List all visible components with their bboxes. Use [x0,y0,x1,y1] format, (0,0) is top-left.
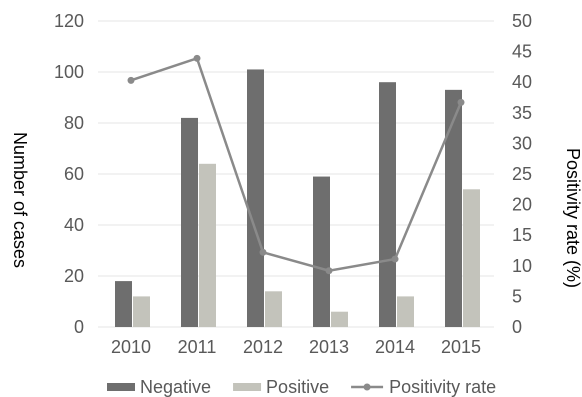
x-tick-label: 2011 [178,337,217,357]
bar-negative [313,176,330,327]
right-tick-label: 40 [512,72,532,92]
legend-line-marker [363,383,371,391]
right-axis-ticks: 0 5 10 15 20 25 30 35 40 45 50 [512,11,532,337]
left-tick-label: 20 [64,266,84,286]
right-tick-label: 45 [512,42,532,62]
gridlines [98,20,494,328]
bar-negative [115,281,132,327]
left-axis-title: Number of cases [10,132,30,268]
left-tick-label: 60 [64,164,84,184]
bar-negative [247,69,264,327]
positivity-rate-point [259,248,267,256]
right-tick-label: 35 [512,103,532,123]
right-tick-label: 25 [512,164,532,184]
bar-series [115,69,480,328]
legend-label: Positive [266,377,329,397]
right-tick-label: 15 [512,225,532,245]
right-tick-label: 5 [512,286,522,306]
legend-label: Positivity rate [389,377,496,397]
bar-positive [199,163,216,327]
bar-positive [265,291,282,327]
bar-negative [181,117,198,328]
bar-negative [445,89,462,327]
positivity-rate-point [391,255,399,263]
bar-positive [331,311,348,327]
x-axis-ticks: 2010 2011 2012 2013 2014 2015 [111,337,481,357]
bar-positive [463,189,480,327]
legend-swatch [107,383,135,391]
bar-positive [133,296,150,327]
bar-positive [397,296,414,327]
x-tick-label: 2015 [441,337,481,357]
right-tick-label: 30 [512,133,532,153]
left-axis-ticks: 0 20 40 60 80 100 120 [54,11,84,337]
left-tick-label: 120 [54,11,84,31]
right-tick-label: 20 [512,195,532,215]
legend-label: Negative [140,377,211,397]
positivity-rate-line [130,56,463,272]
positivity-rate-point [127,76,135,84]
line-series [127,54,465,275]
left-tick-label: 80 [64,113,84,133]
right-axis-title: Positivity rate (%) [563,148,582,288]
left-tick-label: 0 [74,317,84,337]
right-tick-label: 50 [512,11,532,31]
bar-negative [379,82,396,327]
x-tick-label: 2013 [309,337,349,357]
positivity-rate-point [457,98,465,106]
x-tick-label: 2014 [375,337,415,357]
right-tick-label: 10 [512,256,532,276]
x-tick-label: 2012 [243,337,283,357]
positivity-rate-point [193,54,201,62]
left-tick-label: 40 [64,215,84,235]
left-tick-label: 100 [54,62,84,82]
legend: Negative Positive Positivity rate [107,377,496,397]
x-tick-label: 2010 [111,337,151,357]
positivity-rate-point [325,267,333,275]
legend-swatch [233,383,262,391]
right-tick-label: 0 [512,317,522,337]
